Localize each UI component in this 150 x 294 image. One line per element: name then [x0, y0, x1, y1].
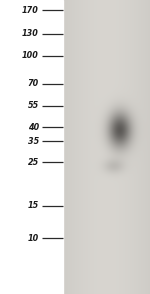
Text: 40: 40 — [28, 123, 39, 131]
Text: 130: 130 — [22, 29, 39, 38]
Bar — [0, 0, 63, 294]
Text: 100: 100 — [22, 51, 39, 60]
Text: 70: 70 — [28, 79, 39, 88]
Text: 10: 10 — [28, 234, 39, 243]
Text: 25: 25 — [28, 158, 39, 167]
Text: 15: 15 — [28, 201, 39, 210]
Text: 35: 35 — [28, 137, 39, 146]
Text: 170: 170 — [22, 6, 39, 15]
Text: 55: 55 — [28, 101, 39, 110]
